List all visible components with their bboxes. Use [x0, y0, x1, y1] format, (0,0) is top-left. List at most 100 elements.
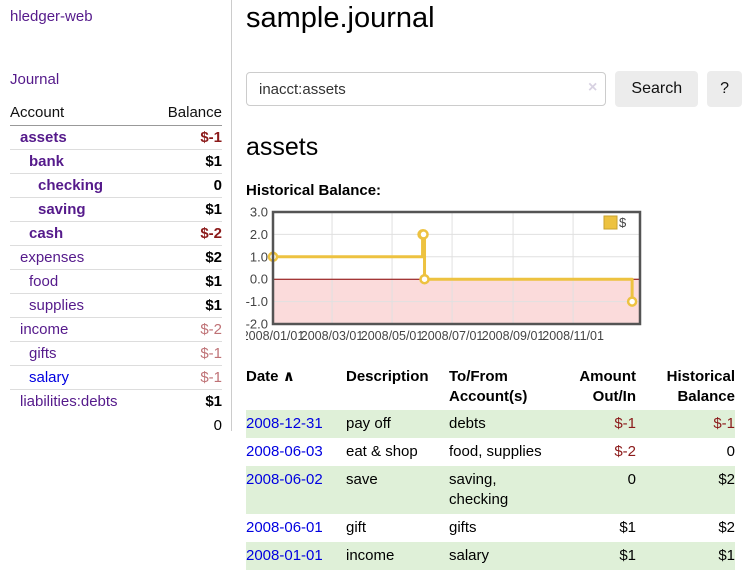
account-row: assets $-1: [10, 126, 222, 150]
sidebar: hledger-web Journal Account Balance asse…: [0, 0, 232, 434]
account-row: saving $1: [10, 197, 222, 222]
transaction-description: save: [346, 471, 378, 488]
chart-title: Historical Balance:: [246, 182, 382, 199]
transaction-amount: $1: [619, 519, 636, 536]
svg-text:2.0: 2.0: [250, 227, 268, 242]
account-row: food $1: [10, 269, 222, 294]
accounts-table-body: assets $-1 bank $1 checking 0 saving $1 cash $-2 e…: [10, 126, 222, 413]
transaction-description: pay off: [346, 415, 391, 432]
svg-text:-1.0: -1.0: [246, 294, 268, 309]
balance-chart-svg[interactable]: 3.0 2.0 1.0 0.0 -1.0 -2.02008/01/012008/03/01…: [246, 205, 742, 347]
account-row: expenses $2: [10, 245, 222, 270]
transaction-row: 2008-06-01 gift gifts $1 $2: [246, 514, 735, 542]
transaction-row: 2008-12-31 pay off debts $-1 $-1: [246, 410, 735, 438]
svg-text:2008/09/01: 2008/09/01: [482, 329, 545, 343]
account-link[interactable]: cash: [29, 225, 64, 242]
register-header-date[interactable]: Date ∧: [246, 368, 295, 385]
account-balance: $1: [150, 389, 222, 413]
svg-text:-2.0: -2.0: [246, 317, 268, 332]
transaction-description: income: [346, 547, 395, 564]
transaction-accounts: gifts: [449, 519, 477, 536]
register-header-balance: Historical Balance: [666, 368, 735, 405]
account-balance: $-1: [150, 365, 222, 390]
transaction-accounts: salary: [449, 547, 490, 564]
accounts-header-account: Account: [10, 101, 151, 126]
search-form: × Search ?: [246, 71, 742, 107]
transaction-amount: $1: [619, 547, 636, 564]
account-balance: $1: [150, 293, 222, 318]
sidebar-item-journal[interactable]: Journal: [10, 71, 60, 88]
accounts-total-row: 0: [10, 413, 222, 438]
account-balance: 0: [150, 173, 222, 198]
transaction-row: 2008-06-02 save saving, checking 0 $2: [246, 466, 735, 514]
main-content: sample.journal × Search ? assets Histori…: [246, 0, 742, 570]
page-title: sample.journal: [246, 2, 435, 34]
transaction-description: gift: [346, 519, 367, 536]
account-link[interactable]: income: [20, 321, 69, 338]
account-balance: $1: [150, 149, 222, 174]
transaction-balance: $2: [718, 471, 735, 488]
svg-text:$: $: [619, 215, 627, 230]
search-button[interactable]: Search: [615, 71, 699, 107]
account-balance: $-2: [150, 317, 222, 342]
account-balance: $-1: [200, 129, 222, 146]
account-link[interactable]: salary: [29, 369, 70, 386]
account-row: cash $-2: [10, 221, 222, 246]
account-balance: $2: [150, 245, 222, 270]
account-balance: $-1: [150, 341, 222, 366]
register-table: Date ∧ Description To/From Account(s) Am…: [246, 365, 735, 570]
app-brand-link[interactable]: hledger-web: [10, 8, 93, 25]
account-balance: $1: [150, 197, 222, 222]
svg-text:1.0: 1.0: [250, 249, 268, 264]
sort-ascending-icon: ∧: [282, 368, 295, 385]
svg-text:2008/01/01: 2008/01/01: [246, 329, 304, 343]
register-header-description: Description: [346, 368, 429, 385]
account-link[interactable]: liabilities:debts: [20, 393, 118, 410]
transaction-accounts: debts: [449, 415, 486, 432]
transaction-date-link[interactable]: 2008-06-03: [246, 443, 323, 460]
transaction-row: 2008-01-01 income salary $1 $1: [246, 542, 735, 570]
search-input[interactable]: [246, 72, 607, 106]
clear-search-icon[interactable]: ×: [588, 79, 598, 96]
transaction-date-link[interactable]: 2008-06-02: [246, 471, 323, 488]
help-button[interactable]: ?: [707, 71, 742, 107]
account-link[interactable]: gifts: [29, 345, 57, 362]
transaction-description: eat & shop: [346, 443, 418, 460]
svg-text:2008/11/01: 2008/11/01: [542, 329, 604, 343]
register-header-accounts: To/From Account(s): [449, 368, 528, 405]
svg-text:2008/07/01: 2008/07/01: [421, 329, 484, 343]
accounts-total-value: 0: [213, 417, 222, 434]
account-link[interactable]: expenses: [20, 249, 85, 266]
account-link[interactable]: saving: [38, 201, 86, 218]
account-row: bank $1: [10, 149, 222, 174]
accounts-header-balance: Balance: [150, 101, 222, 126]
accounts-table: Account Balance assets $-1 bank $1 checking 0…: [10, 101, 222, 438]
transaction-balance: $2: [718, 519, 735, 536]
svg-text:3.0: 3.0: [250, 205, 268, 220]
transaction-date-link[interactable]: 2008-01-01: [246, 547, 323, 564]
transaction-date-link[interactable]: 2008-06-01: [246, 519, 323, 536]
account-heading: assets: [246, 133, 319, 161]
account-row: gifts $-1: [10, 341, 222, 366]
account-row: income $-2: [10, 317, 222, 342]
account-link[interactable]: bank: [29, 153, 65, 170]
account-row: checking 0: [10, 173, 222, 198]
transaction-date-link[interactable]: 2008-12-31: [246, 415, 323, 432]
svg-text:0.0: 0.0: [250, 272, 268, 287]
transaction-amount: $-1: [614, 415, 636, 432]
transaction-accounts: saving, checking: [449, 471, 509, 508]
account-row: salary $-1: [10, 365, 222, 390]
svg-text:2008/05/01: 2008/05/01: [361, 329, 424, 343]
account-balance: $1: [150, 269, 222, 294]
transaction-balance: $1: [718, 547, 735, 564]
account-link[interactable]: checking: [38, 177, 104, 194]
account-balance: $-2: [150, 221, 222, 246]
account-link[interactable]: assets: [20, 129, 67, 146]
register-table-body: 2008-12-31 pay off debts $-1 $-1 2008-06-03 ea…: [246, 410, 735, 570]
historical-balance-chart: 3.0 2.0 1.0 0.0 -1.0 -2.0 2008/01/01 2008/03/01…: [246, 205, 742, 347]
transaction-row: 2008-06-03 eat & shop food, supplies $-2 0: [246, 438, 735, 466]
account-link[interactable]: supplies: [29, 297, 85, 314]
transaction-balance: $-1: [713, 415, 735, 432]
account-link[interactable]: food: [29, 273, 59, 290]
transaction-balance: 0: [726, 443, 735, 460]
